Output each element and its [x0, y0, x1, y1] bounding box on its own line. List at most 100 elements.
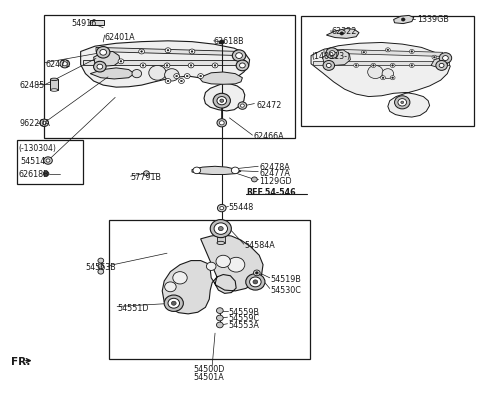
Polygon shape: [431, 58, 449, 69]
Circle shape: [219, 41, 224, 45]
Circle shape: [98, 264, 104, 269]
Circle shape: [371, 64, 376, 68]
Circle shape: [217, 119, 227, 128]
Circle shape: [382, 70, 394, 79]
Circle shape: [214, 223, 228, 235]
Text: 62322: 62322: [331, 27, 357, 36]
Circle shape: [42, 122, 46, 125]
Circle shape: [193, 168, 201, 174]
Circle shape: [323, 61, 335, 71]
Circle shape: [142, 65, 144, 67]
Text: 54500D: 54500D: [193, 364, 224, 373]
Circle shape: [231, 168, 239, 174]
Circle shape: [186, 76, 188, 78]
Circle shape: [166, 65, 168, 67]
Bar: [50, 80, 58, 91]
Text: 54553A: 54553A: [228, 320, 259, 329]
Polygon shape: [94, 52, 120, 67]
Circle shape: [253, 270, 260, 276]
Circle shape: [443, 56, 448, 61]
Circle shape: [238, 103, 247, 110]
Circle shape: [216, 308, 223, 314]
Circle shape: [43, 172, 49, 177]
Circle shape: [165, 70, 179, 82]
Circle shape: [432, 56, 437, 60]
Bar: [301, 17, 474, 127]
Text: 54501A: 54501A: [193, 372, 224, 381]
Text: 54514: 54514: [20, 157, 46, 166]
Text: 54559C: 54559C: [228, 314, 260, 323]
Circle shape: [189, 50, 195, 55]
Circle shape: [372, 65, 374, 67]
Circle shape: [218, 227, 223, 231]
Circle shape: [409, 64, 414, 68]
Polygon shape: [326, 29, 359, 39]
Circle shape: [439, 64, 444, 68]
Circle shape: [439, 54, 452, 64]
Circle shape: [167, 50, 169, 52]
Circle shape: [165, 79, 171, 84]
Circle shape: [180, 81, 182, 83]
Circle shape: [176, 76, 178, 78]
Text: 57791B: 57791B: [131, 173, 162, 182]
Circle shape: [216, 256, 230, 268]
Polygon shape: [90, 69, 134, 80]
Circle shape: [168, 299, 180, 308]
Text: 54559B: 54559B: [228, 307, 260, 316]
Circle shape: [97, 65, 103, 70]
Circle shape: [144, 171, 149, 176]
Bar: [90, 21, 104, 26]
Bar: [217, 229, 225, 243]
Text: (-130304): (-130304): [18, 144, 56, 153]
Circle shape: [250, 277, 261, 287]
Circle shape: [211, 221, 230, 237]
Polygon shape: [192, 167, 241, 175]
Circle shape: [165, 282, 176, 292]
Text: FR.: FR.: [11, 356, 30, 366]
Text: (140913-): (140913-): [311, 52, 350, 61]
Circle shape: [368, 66, 383, 79]
Circle shape: [392, 65, 394, 67]
Text: 62618B: 62618B: [214, 37, 244, 46]
Circle shape: [354, 64, 359, 68]
Text: 54584A: 54584A: [245, 241, 276, 250]
Circle shape: [355, 65, 357, 67]
Circle shape: [228, 258, 245, 272]
Circle shape: [401, 102, 404, 104]
Circle shape: [363, 52, 365, 54]
Circle shape: [240, 105, 244, 108]
Text: 62485: 62485: [19, 81, 45, 90]
Text: 54551D: 54551D: [117, 303, 149, 312]
Circle shape: [167, 81, 169, 83]
Circle shape: [411, 65, 413, 67]
Text: 62401A: 62401A: [105, 33, 135, 42]
Circle shape: [390, 76, 395, 81]
Circle shape: [253, 280, 258, 284]
Circle shape: [361, 51, 366, 55]
Circle shape: [409, 50, 414, 54]
Circle shape: [220, 207, 224, 210]
Circle shape: [210, 220, 231, 238]
Circle shape: [164, 64, 170, 69]
Circle shape: [118, 60, 124, 65]
Circle shape: [218, 227, 223, 231]
Polygon shape: [394, 16, 414, 25]
Circle shape: [120, 61, 122, 63]
Circle shape: [390, 64, 395, 68]
Circle shape: [382, 78, 384, 79]
Ellipse shape: [217, 242, 225, 245]
Polygon shape: [96, 48, 241, 56]
Circle shape: [139, 50, 144, 55]
Circle shape: [215, 224, 227, 234]
Text: 62618B: 62618B: [18, 170, 49, 179]
Circle shape: [236, 54, 242, 59]
Circle shape: [96, 47, 110, 59]
Ellipse shape: [50, 79, 58, 81]
Circle shape: [149, 66, 166, 81]
Circle shape: [173, 272, 187, 284]
Text: 54519B: 54519B: [271, 274, 301, 283]
Circle shape: [232, 51, 246, 62]
Circle shape: [217, 97, 227, 106]
Circle shape: [433, 57, 435, 59]
Text: 54563B: 54563B: [85, 262, 116, 271]
